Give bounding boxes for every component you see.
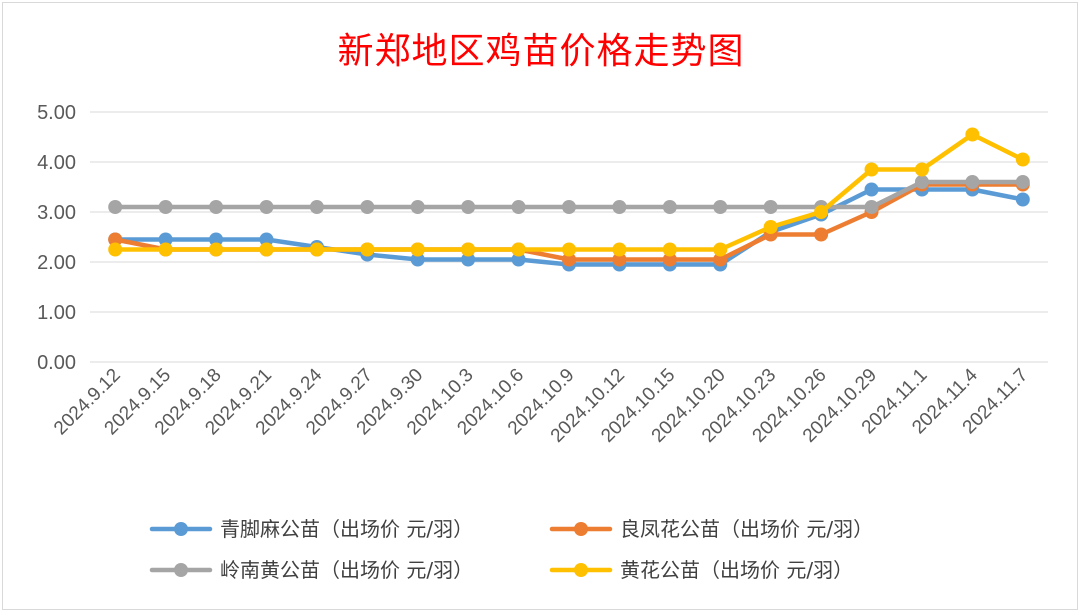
data-point <box>511 242 526 257</box>
data-point <box>360 242 375 257</box>
data-point <box>662 200 677 214</box>
series-3 <box>108 175 1030 214</box>
y-tick-label: 1.00 <box>37 302 76 324</box>
data-point <box>108 200 123 214</box>
data-point <box>914 175 929 189</box>
data-point <box>864 182 879 197</box>
data-point <box>209 242 224 257</box>
data-point <box>209 232 224 247</box>
data-point <box>612 252 627 267</box>
data-point <box>309 200 324 214</box>
legend-swatch-marker <box>574 522 588 536</box>
data-point <box>259 242 274 257</box>
data-point <box>511 252 526 267</box>
legend-swatch-marker <box>174 522 188 536</box>
data-point <box>864 162 879 177</box>
data-point <box>108 232 123 247</box>
data-point <box>662 242 677 257</box>
data-point <box>158 232 173 247</box>
x-axis-ticks: 2024.9.122024.9.152024.9.182024.9.212024… <box>50 364 1032 446</box>
data-point <box>965 127 980 142</box>
y-tick-label: 5.00 <box>37 102 76 124</box>
data-point <box>309 242 324 257</box>
data-point <box>410 252 425 267</box>
legend-label: 良凤花公苗（出场价 元/羽） <box>620 517 873 541</box>
legend-item: 黄花公苗（出场价 元/羽） <box>549 558 853 582</box>
legend-item: 岭南黄公苗（出场价 元/羽） <box>149 558 473 582</box>
legend-label: 岭南黄公苗（出场价 元/羽） <box>220 558 473 582</box>
data-point <box>461 242 476 257</box>
data-point <box>410 242 425 257</box>
y-axis-ticks: 0.00 1.00 2.00 3.00 4.00 5.00 <box>37 102 76 374</box>
data-point <box>612 200 627 214</box>
data-point <box>158 200 173 214</box>
y-tick-label: 2.00 <box>37 252 76 274</box>
data-point <box>209 200 224 214</box>
data-point <box>1015 152 1030 167</box>
data-point <box>461 252 476 267</box>
data-point <box>108 242 123 257</box>
data-point <box>360 200 375 214</box>
data-point <box>1015 175 1030 189</box>
legend-label: 黄花公苗（出场价 元/羽） <box>620 558 853 582</box>
data-point <box>259 232 274 247</box>
data-point <box>259 200 274 214</box>
data-point <box>662 252 677 267</box>
data-point <box>511 200 526 214</box>
data-point <box>713 200 728 214</box>
data-point <box>763 220 778 234</box>
legend: 青脚麻公苗（出场价 元/羽） 良凤花公苗（出场价 元/羽） 岭南黄公苗（出场价 元/… <box>149 517 873 582</box>
y-tick-label: 4.00 <box>37 152 76 174</box>
legend-swatch-marker <box>574 563 588 577</box>
data-point <box>562 200 576 214</box>
y-tick-label: 3.00 <box>37 202 76 224</box>
data-point <box>562 252 576 267</box>
chart-title: 新郑地区鸡苗价格走势图 <box>337 31 745 72</box>
series-group <box>108 127 1030 272</box>
series-line <box>112 132 1026 252</box>
data-point <box>814 205 829 219</box>
legend-item: 良凤花公苗（出场价 元/羽） <box>549 517 873 541</box>
data-point <box>763 200 778 214</box>
data-point <box>713 242 728 257</box>
data-point <box>814 227 829 242</box>
data-point <box>713 252 728 267</box>
legend-swatch-marker <box>174 563 188 577</box>
legend-label: 青脚麻公苗（出场价 元/羽） <box>220 517 473 541</box>
data-point <box>914 162 929 177</box>
y-tick-label: 0.00 <box>37 352 76 374</box>
data-point <box>965 175 980 189</box>
data-point <box>410 200 425 214</box>
data-point <box>461 200 476 214</box>
data-point <box>158 242 173 257</box>
series-4 <box>108 127 1030 257</box>
data-point <box>864 200 879 214</box>
gridlines <box>90 111 1048 363</box>
data-point <box>612 242 627 257</box>
data-point <box>1015 192 1030 207</box>
legend-item: 青脚麻公苗（出场价 元/羽） <box>149 517 473 541</box>
data-point <box>562 242 576 257</box>
